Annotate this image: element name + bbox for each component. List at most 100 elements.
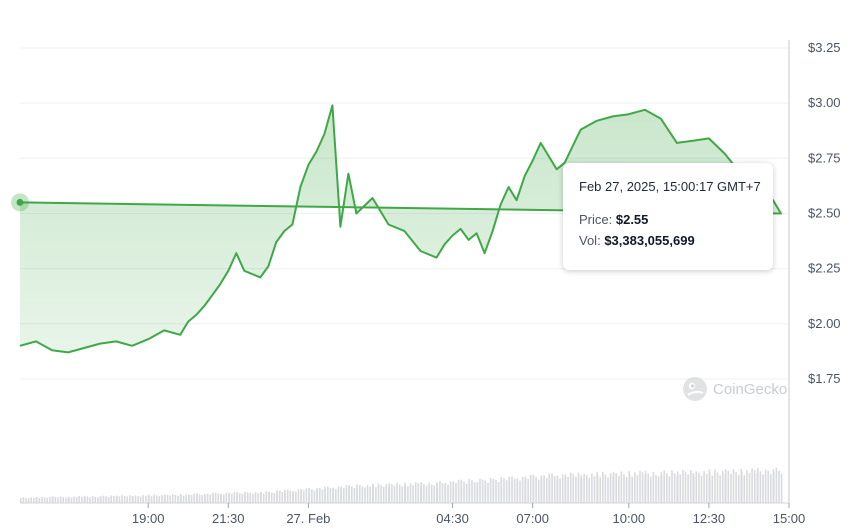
volume-bar <box>214 492 217 503</box>
volume-bar <box>588 477 591 503</box>
coingecko-watermark: CoinGecko <box>682 376 787 402</box>
price-point <box>524 175 526 177</box>
price-point <box>267 265 269 267</box>
volume-bar <box>169 495 171 503</box>
volume-bar <box>705 474 708 503</box>
volume-bar <box>340 486 342 503</box>
volume-bar <box>468 483 471 503</box>
volume-bar <box>548 477 551 503</box>
volume-bar <box>759 471 762 503</box>
volume-bar <box>228 492 230 503</box>
volume-bar <box>639 470 641 503</box>
volume-bar <box>407 486 409 503</box>
volume-bar <box>767 471 769 503</box>
volume-bar <box>303 490 305 503</box>
volume-bar <box>414 482 417 503</box>
price-point <box>291 223 293 225</box>
coingecko-logo-icon <box>683 377 707 401</box>
price-point <box>235 252 237 254</box>
volume-bar <box>180 495 182 503</box>
volume-bar <box>41 496 43 503</box>
volume-bar <box>687 474 689 503</box>
volume-bar <box>319 487 321 503</box>
volume-bar <box>20 498 22 503</box>
volume-bar <box>321 489 324 503</box>
volume-bar <box>609 473 612 503</box>
price-point <box>660 117 662 119</box>
volume-bar <box>641 472 644 503</box>
volume-bar <box>567 477 569 503</box>
volume-bar <box>572 474 575 503</box>
volume-bar <box>591 473 593 503</box>
volume-bar <box>89 497 91 503</box>
volume-bar <box>644 470 647 503</box>
volume-bar <box>553 475 556 503</box>
volume-bar <box>278 490 281 503</box>
tooltip-price-value: $2.55 <box>615 212 649 227</box>
volume-bar <box>746 470 748 503</box>
price-point <box>355 212 357 214</box>
price-point <box>315 151 317 153</box>
volume-bar <box>583 473 585 503</box>
volume-bar <box>708 472 711 503</box>
y-tick-label: $2.00 <box>808 316 841 331</box>
volume-bar <box>324 489 326 503</box>
volume-bar <box>204 495 206 503</box>
volume-bar <box>382 486 385 503</box>
price-point <box>243 270 245 272</box>
volume-bar <box>94 496 97 503</box>
volume-bar <box>770 474 772 503</box>
volume-bar <box>113 496 115 503</box>
volume-bar <box>519 480 521 503</box>
volume-bar <box>212 494 214 503</box>
volume-bar <box>724 469 727 503</box>
volume-bar <box>412 485 414 503</box>
volume-bar <box>220 493 222 503</box>
volume-bar <box>753 469 756 503</box>
volume-bar <box>351 486 353 503</box>
y-tick-label: $3.00 <box>808 95 841 110</box>
volume-bar <box>457 479 460 503</box>
price-point <box>532 159 534 161</box>
volume-bar <box>43 497 46 503</box>
volume-bar <box>673 473 676 503</box>
volume-bar <box>105 496 107 503</box>
volume-bar <box>73 496 75 503</box>
volume-bar <box>139 496 142 503</box>
volume-bar <box>236 492 238 503</box>
volume-bar <box>420 482 423 503</box>
x-tick-label: 07:00 <box>516 511 549 526</box>
volume-bar <box>436 484 439 503</box>
volume-bar <box>366 484 369 503</box>
volume-bar <box>198 494 201 503</box>
volume-bar <box>452 481 455 503</box>
x-tick-label: 04:30 <box>436 511 469 526</box>
volume-bar <box>201 495 203 503</box>
volume-bar <box>628 474 631 503</box>
volume-bar <box>295 491 297 503</box>
volume-bar <box>559 478 561 503</box>
volume-bar <box>158 496 161 503</box>
volume-bar <box>730 473 732 503</box>
volume-bar <box>54 497 57 503</box>
volume-bar <box>142 495 145 503</box>
volume-bar <box>580 477 583 503</box>
price-point <box>307 164 309 166</box>
volume-bar <box>676 471 679 503</box>
y-tick-label: $1.75 <box>808 371 841 386</box>
price-point <box>283 230 285 232</box>
volume-bar <box>735 472 737 503</box>
volume-bar <box>449 481 452 503</box>
volume-bar <box>521 476 524 503</box>
volume-bar <box>148 495 150 503</box>
volume-bar <box>513 478 516 503</box>
x-tick-label: 12:30 <box>693 511 726 526</box>
volume-bar <box>447 484 449 503</box>
volume-bar <box>78 496 81 503</box>
volume-bar <box>516 478 519 503</box>
volume-bar <box>359 485 361 503</box>
price-point <box>163 329 165 331</box>
price-point <box>67 351 69 353</box>
volume-bar <box>377 483 380 503</box>
volume-bar <box>193 493 195 503</box>
